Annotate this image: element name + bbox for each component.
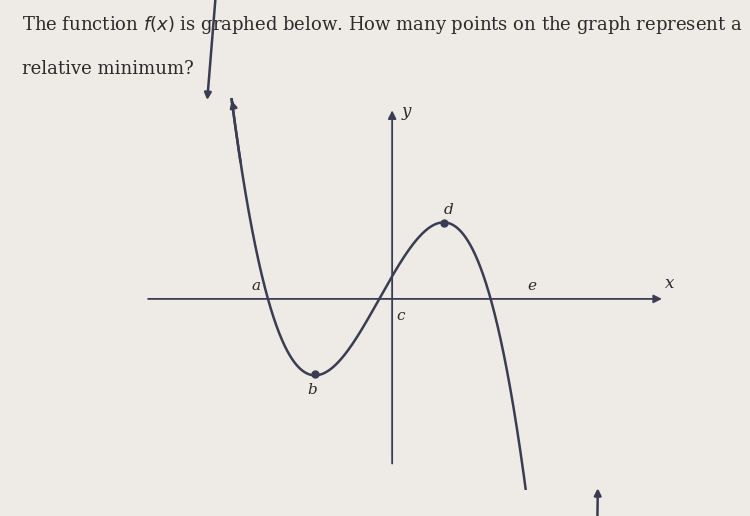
Text: d: d [444, 203, 454, 217]
Text: b: b [308, 382, 317, 397]
Text: The function $f(x)$ is graphed below. How many points on the graph represent a: The function $f(x)$ is graphed below. Ho… [22, 14, 743, 36]
Text: relative minimum?: relative minimum? [22, 60, 194, 78]
Text: c: c [396, 310, 405, 324]
Text: a: a [252, 279, 261, 293]
Text: y: y [401, 103, 411, 120]
Text: e: e [527, 279, 536, 293]
Text: x: x [665, 275, 674, 292]
